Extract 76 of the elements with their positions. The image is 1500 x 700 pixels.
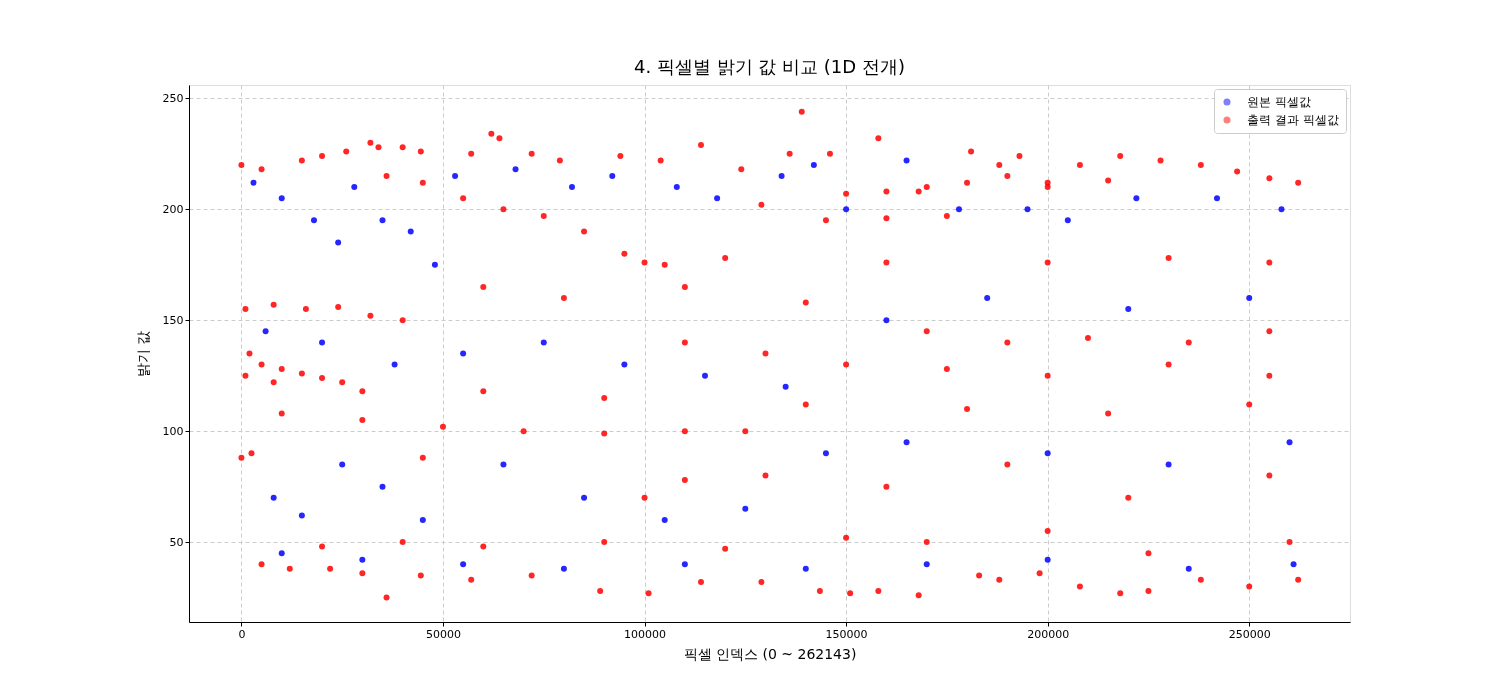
point: [560, 565, 567, 572]
point: [407, 228, 414, 235]
point: [250, 179, 257, 186]
point: [339, 461, 346, 468]
point: [1290, 561, 1297, 568]
point: [1278, 206, 1285, 213]
point: [802, 565, 809, 572]
point: [1213, 195, 1220, 202]
point: [822, 450, 829, 457]
point: [1064, 217, 1071, 224]
y-tick-label: 50: [169, 535, 184, 549]
y-tick-label: 200: [162, 202, 184, 216]
point: [460, 561, 467, 568]
x-tick-label: 200000: [1027, 627, 1070, 641]
point: [883, 317, 890, 324]
x-tick-label: 0: [238, 627, 246, 641]
point: [1125, 306, 1132, 313]
point: [298, 512, 305, 519]
point: [270, 494, 277, 501]
point: [359, 556, 366, 563]
point: [609, 172, 616, 179]
point: [1044, 450, 1051, 457]
point: [319, 339, 326, 346]
point: [621, 361, 628, 368]
chart-title: 4. 픽셀별 밝기 값 비교 (1D 전개): [634, 56, 905, 77]
point: [1185, 565, 1192, 572]
point: [681, 561, 688, 568]
point: [1286, 439, 1293, 446]
x-axis-title: 픽셀 인덱스 (0 ~ 262143): [683, 645, 857, 662]
point: [460, 350, 467, 357]
point: [1044, 556, 1051, 563]
point: [391, 361, 398, 368]
point: [843, 206, 850, 213]
legend-label: 출력 결과 픽셀값: [1247, 113, 1339, 127]
point: [452, 172, 459, 179]
point: [379, 483, 386, 490]
point: [310, 217, 317, 224]
point: [335, 239, 342, 246]
point: [1246, 295, 1253, 302]
point: [661, 516, 668, 523]
y-axis-title: 밝기 값: [134, 330, 151, 378]
point: [702, 372, 708, 379]
point: [581, 494, 588, 501]
y-tick-label: 150: [162, 313, 184, 327]
point: [379, 217, 386, 224]
point: [984, 295, 991, 302]
point: [1024, 206, 1031, 213]
point: [512, 166, 519, 173]
point: [923, 561, 930, 568]
y-tick-label: 250: [162, 91, 184, 105]
x-tick-label: 250000: [1228, 627, 1271, 641]
y-tick-label: 100: [162, 424, 184, 438]
x-tick-label: 150000: [825, 627, 868, 641]
point: [1165, 461, 1172, 468]
point: [568, 184, 575, 191]
point: [778, 172, 785, 179]
point: [351, 184, 358, 191]
x-tick-label: 50000: [425, 627, 461, 641]
point: [419, 516, 426, 523]
point: [742, 505, 749, 512]
point: [278, 195, 285, 202]
point: [500, 461, 507, 468]
point: [782, 383, 789, 390]
point: [903, 439, 910, 446]
point: [1133, 195, 1140, 202]
point: [903, 157, 910, 164]
point: [955, 206, 962, 213]
point: [540, 339, 547, 346]
point: [431, 261, 438, 268]
legend-label: 원본 픽셀값: [1247, 95, 1311, 109]
point: [673, 184, 680, 191]
point: [262, 328, 269, 335]
point: [714, 195, 721, 202]
point: [810, 161, 817, 168]
point: [278, 550, 285, 557]
x-tick-label: 100000: [624, 627, 667, 641]
